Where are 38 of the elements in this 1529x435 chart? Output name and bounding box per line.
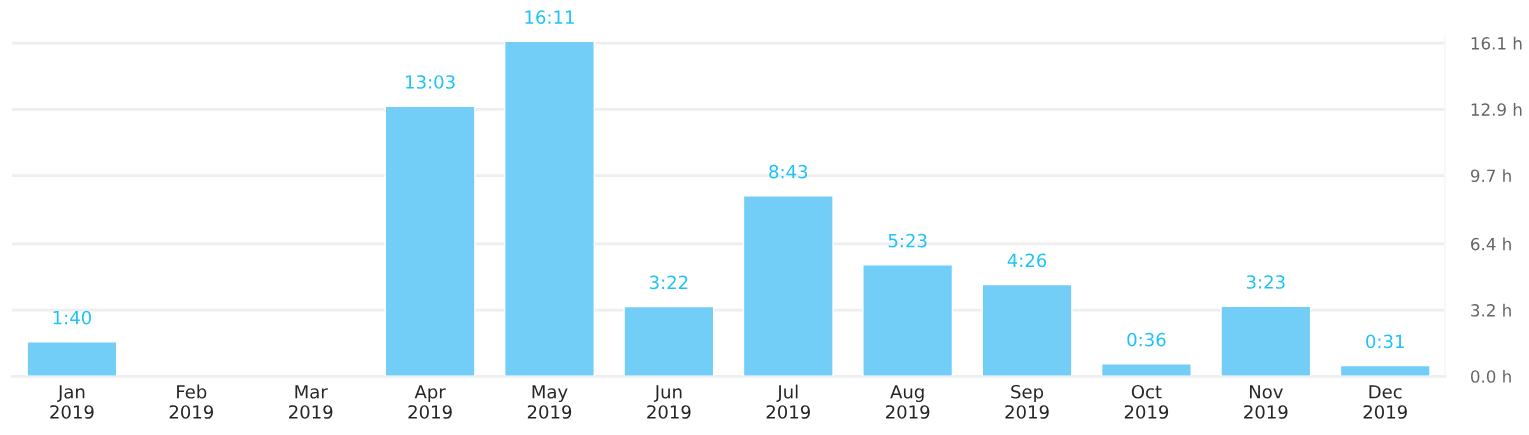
x-tick-label: Sep 2019 [1005,384,1049,419]
x-tick-label: Oct 2019 [1124,384,1169,419]
x-tick-label: May 2019 [527,385,572,419]
y-tick-label: 0.0 h [1471,369,1511,383]
bar [623,305,715,377]
data-label: 8:43 [769,164,808,179]
y-tick-label: 6.4 h [1471,237,1511,251]
bar [1100,363,1192,377]
x-tick-label: Jul 2019 [766,384,810,419]
x-tick-label: Feb 2019 [169,384,214,419]
data-label: 16:11 [525,10,574,24]
x-tick-label: Apr 2019 [408,385,452,419]
bar [742,195,834,377]
bar [862,264,954,377]
data-label: 5:23 [888,233,927,248]
y-tick-label: 16.1 h [1471,36,1522,50]
x-tick-label: Jun 2019 [647,385,691,419]
data-label: 4:26 [1007,253,1047,268]
x-tick-label: Dec 2019 [1363,385,1407,419]
bar [26,341,118,377]
x-tick-label: Aug 2019 [886,385,930,419]
data-label: 1:40 [53,310,91,325]
y-tick-label: 9.7 h [1470,169,1511,183]
data-label: 0:36 [1127,332,1166,347]
y-tick-label: 3.2 h [1471,303,1511,317]
data-label: 3:23 [1246,275,1285,289]
bar [981,283,1073,377]
bar [1220,305,1312,377]
data-label: 3:22 [649,275,688,290]
x-tick-label: Mar 2019 [289,385,333,419]
bar [384,105,476,377]
bar [504,40,595,377]
data-label: 0:31 [1366,334,1404,349]
x-tick-label: Jan 2019 [50,385,94,419]
data-label: 13:03 [406,75,455,89]
bar [1339,364,1431,377]
x-tick-label: Nov 2019 [1244,385,1288,419]
y-tick-label: 12.9 h [1471,102,1522,116]
